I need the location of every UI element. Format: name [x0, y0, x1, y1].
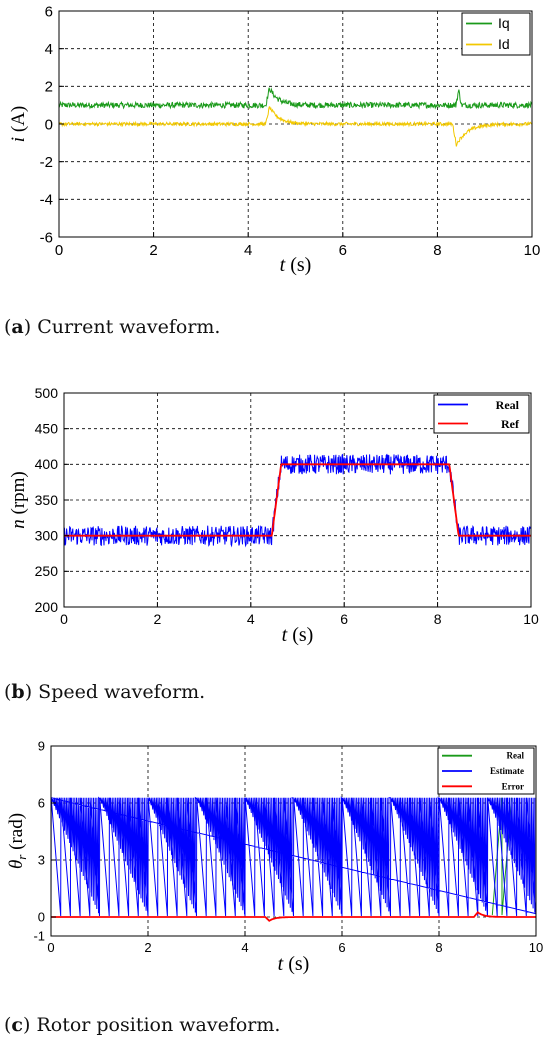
legend-label: Error	[502, 781, 524, 791]
x-tick-label: 4	[247, 611, 255, 627]
x-axis-label: t (s)	[278, 953, 310, 975]
y-tick-label: 450	[35, 421, 59, 437]
series-group	[64, 453, 531, 548]
x-tick-label: 2	[144, 940, 151, 955]
x-tick-label: 0	[47, 940, 54, 955]
legend-label: Real	[507, 751, 525, 761]
x-tick-label: 8	[434, 611, 442, 627]
legend-label: Ref	[501, 417, 520, 431]
legend-label: Iq	[498, 15, 510, 31]
x-tick-label: 0	[55, 242, 63, 259]
y-tick-label: 300	[35, 528, 59, 544]
x-axis-label: t (s)	[280, 254, 312, 276]
series-line-iq	[59, 87, 532, 110]
series-line-error	[51, 911, 536, 922]
chart-b: 0 2 4 6 8 10 200 250 300 350 400 450 500 t (s) n (rpm)…	[8, 385, 539, 646]
x-tick-label: 0	[60, 611, 68, 627]
y-axis-label: i (A)	[8, 106, 29, 142]
y-tick-label: 2	[45, 79, 53, 96]
series-group	[59, 87, 532, 147]
y-tick-label: -4	[40, 192, 53, 209]
y-tick-label: 0	[45, 116, 53, 133]
caption-b: (b) Speed waveform.	[4, 681, 206, 703]
y-tick-label: 250	[35, 563, 59, 579]
plot-frame	[50, 745, 537, 937]
series-group	[51, 796, 536, 922]
y-tick-label: -1	[33, 929, 45, 944]
x-tick-label: 4	[241, 940, 248, 955]
y-tick-label: 6	[45, 3, 53, 20]
x-tick-label: 8	[433, 242, 441, 259]
y-tick-label: 500	[35, 385, 59, 401]
x-tick-label: 4	[244, 242, 252, 259]
y-tick-label: 350	[35, 492, 59, 508]
legend: Iq Id	[461, 12, 531, 56]
series-line-real	[64, 453, 531, 548]
chart-a: 0 2 4 6 8 10 -6 -4 -2 0 2 4 6 t (s) i (A) Iq Id	[8, 3, 540, 276]
x-tick-label: 2	[154, 611, 162, 627]
legend-label: Estimate	[490, 766, 524, 776]
legend-box	[433, 394, 530, 434]
y-axis-label: θr (rad)	[6, 813, 29, 869]
x-tick-label: 6	[339, 242, 347, 259]
series-line-ref	[64, 463, 531, 537]
x-tick-label: 6	[340, 611, 348, 627]
y-tick-label: 400	[35, 456, 59, 472]
series-line-estimate	[51, 796, 536, 917]
y-tick-label: -2	[40, 154, 53, 171]
legend: Real Estimate Error	[437, 747, 535, 795]
x-axis-label: t (s)	[282, 624, 314, 646]
x-tick-label: 10	[529, 940, 543, 955]
legend: Real Ref	[433, 394, 530, 434]
y-tick-label: 200	[35, 599, 59, 615]
series-line-id	[59, 106, 532, 147]
x-tick-label: 10	[524, 242, 541, 259]
x-tick-label: 10	[523, 611, 539, 627]
y-tick-label: 9	[38, 739, 45, 754]
y-tick-label: -6	[40, 229, 53, 246]
y-axis-label: n (rpm)	[8, 471, 29, 529]
legend-label: Real	[496, 398, 520, 412]
x-tick-label: 8	[435, 940, 442, 955]
legend-box	[461, 12, 531, 56]
y-tick-label: 3	[38, 853, 45, 868]
legend-label: Id	[498, 36, 510, 52]
x-tick-label: 6	[338, 940, 345, 955]
caption-a: (a) Current waveform.	[4, 316, 221, 338]
y-tick-label: 4	[45, 41, 53, 58]
x-tick-label: 2	[149, 242, 157, 259]
caption-c: (c) Rotor position waveform.	[4, 1014, 281, 1036]
y-tick-label: 0	[38, 910, 45, 925]
y-tick-label: 6	[38, 796, 45, 811]
